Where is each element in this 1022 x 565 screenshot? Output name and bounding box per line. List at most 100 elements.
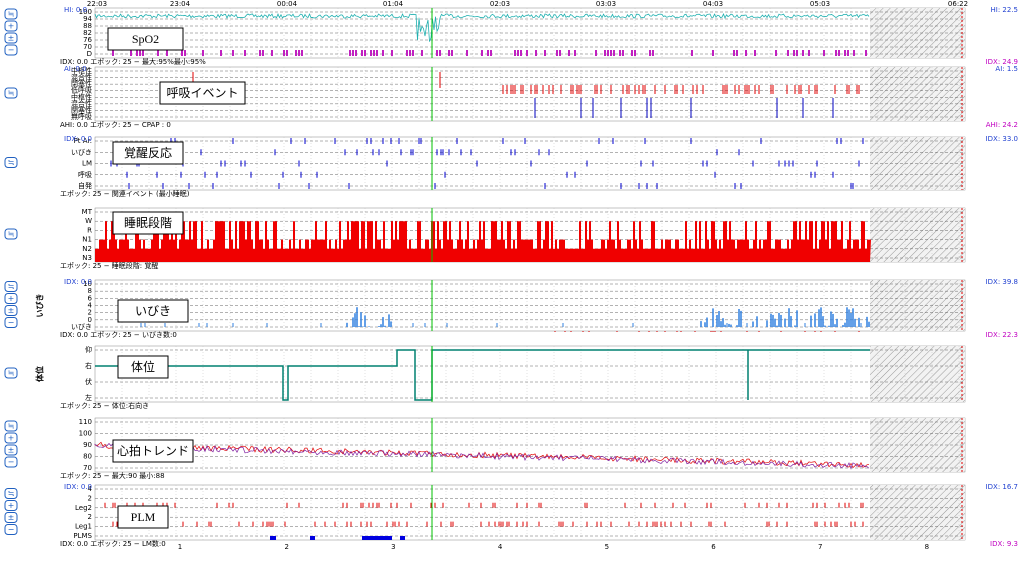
y-tick-label: 70 xyxy=(83,43,92,51)
panel-button-icon: + xyxy=(8,501,15,510)
left-note: HI: 0.0 xyxy=(64,6,87,14)
panel-label: SpO2 xyxy=(132,32,159,46)
y-tick-label: 呼吸 xyxy=(78,170,92,179)
panel-button[interactable] xyxy=(4,456,18,468)
y-tick-label: R xyxy=(87,226,92,234)
panel-button[interactable] xyxy=(4,488,18,499)
panel-button-icon: + xyxy=(8,434,15,443)
hour-label: 7 xyxy=(818,543,822,551)
hour-label: 1 xyxy=(178,543,182,551)
hour-label: 5 xyxy=(605,543,609,551)
time-label: 04:03 xyxy=(703,0,723,8)
panel-button[interactable] xyxy=(4,228,18,240)
time-label: 06:22 xyxy=(948,0,968,8)
panel-button[interactable] xyxy=(4,44,18,56)
panel-footer: エポック: 25 − 最大:90 最小:88 xyxy=(60,471,165,480)
panel-button[interactable] xyxy=(4,293,18,304)
panel-button[interactable] xyxy=(4,8,18,20)
panel-button[interactable] xyxy=(4,281,18,292)
time-label: 05:03 xyxy=(810,0,830,8)
time-label: 00:04 xyxy=(277,0,298,8)
panel-button-icon: ± xyxy=(8,34,15,43)
panel-label: 睡眠段階 xyxy=(124,215,172,230)
panel-button[interactable] xyxy=(4,157,18,168)
panel-button[interactable] xyxy=(4,524,18,535)
hatched-region xyxy=(870,208,965,262)
panel-button[interactable] xyxy=(4,317,18,328)
y-tick-label: Pt Ar. xyxy=(74,137,92,145)
hour-label: 4 xyxy=(498,543,503,551)
left-note: AI: 0.0 xyxy=(64,65,87,73)
y-tick-label: 10 xyxy=(83,280,92,288)
hatched-region xyxy=(870,67,965,121)
y-tick-label: 低呼吸 xyxy=(71,86,92,95)
y-tick-label: 90 xyxy=(83,441,92,449)
y-tick-label: 自発 xyxy=(78,181,92,190)
panel-button[interactable] xyxy=(4,87,18,99)
y-tick-label: 混合性 xyxy=(71,99,92,108)
panel-button[interactable] xyxy=(4,500,18,511)
panel-footer: エポック: 25 − 体位:右向き xyxy=(60,401,149,410)
panel-button[interactable] xyxy=(4,512,18,523)
y-tick-label: 80 xyxy=(83,453,92,461)
right-note: HI: 22.5 xyxy=(991,6,1019,14)
hour-label: 6 xyxy=(711,543,716,551)
panel-label-box xyxy=(112,439,194,463)
y-tick-label: 100 xyxy=(79,8,92,16)
y-tick-label: 仰 xyxy=(85,345,92,354)
hour-label: 8 xyxy=(925,543,929,551)
panel-button-icon: ≒ xyxy=(8,422,15,431)
time-label: 01:04 xyxy=(383,0,404,8)
side-label: いびき xyxy=(35,294,45,318)
right-note: IDX: 33.0 xyxy=(986,135,1018,143)
y-tick-label: 左 xyxy=(85,393,92,402)
plot-area xyxy=(94,345,966,403)
footer-right: IDX: 9.3 xyxy=(990,540,1018,548)
panel-label-box xyxy=(112,211,184,235)
right-note: AI: 1.5 xyxy=(995,65,1018,73)
panel-button-icon: − xyxy=(8,318,15,327)
hour-label: 3 xyxy=(391,543,395,551)
time-label: 02:03 xyxy=(490,0,510,8)
y-tick-label: Leg2 xyxy=(75,504,92,512)
panel-button-icon: ≒ xyxy=(8,10,15,19)
panel-button[interactable] xyxy=(4,444,18,456)
panel-label: 覚醒反応 xyxy=(124,146,172,160)
y-tick-label: いびき xyxy=(71,148,92,156)
panel-footer: IDX: 0.0 エポック: 25 − LM数:0 xyxy=(60,539,166,548)
panel-button[interactable] xyxy=(4,305,18,316)
panel-button-icon: ± xyxy=(8,306,15,315)
panel-button[interactable] xyxy=(4,32,18,44)
y-tick-label: 82 xyxy=(83,29,92,37)
y-tick-label: 4 xyxy=(88,485,93,493)
panel-button[interactable] xyxy=(4,432,18,444)
panel-button-icon: ≒ xyxy=(8,158,15,167)
y-tick-label: 100 xyxy=(79,430,92,438)
side-label: 体位 xyxy=(35,366,45,382)
y-tick-label: 6 xyxy=(88,294,93,302)
plot-area xyxy=(94,484,966,541)
panel-label: いびき xyxy=(135,304,171,318)
panel-button[interactable] xyxy=(4,420,18,432)
y-tick-label: 無呼吸 xyxy=(71,112,92,121)
panel-button[interactable] xyxy=(4,367,18,379)
panel-label: 体位 xyxy=(131,359,155,374)
y-tick-label: D xyxy=(87,50,92,58)
y-tick-label: 110 xyxy=(79,418,92,426)
left-note: IDX: 0.0 xyxy=(64,278,92,286)
y-tick-label: いびき xyxy=(71,323,92,331)
panel-button[interactable] xyxy=(4,20,18,32)
y-tick-label: 0 xyxy=(88,316,92,324)
y-tick-label: 閉塞性 xyxy=(71,79,92,88)
trace xyxy=(94,13,870,56)
footer-right: IDX: 24.9 xyxy=(986,58,1018,66)
panel-button-icon: ± xyxy=(8,513,15,522)
y-tick-label: 2 xyxy=(88,494,92,502)
plms-block xyxy=(270,536,276,540)
panel-button-icon: ≒ xyxy=(8,489,15,498)
y-tick-label: N1 xyxy=(82,236,92,244)
y-tick-label: 4 xyxy=(88,302,93,310)
y-tick-label: 8 xyxy=(88,287,92,295)
trace xyxy=(140,307,870,332)
plms-block xyxy=(310,536,315,540)
